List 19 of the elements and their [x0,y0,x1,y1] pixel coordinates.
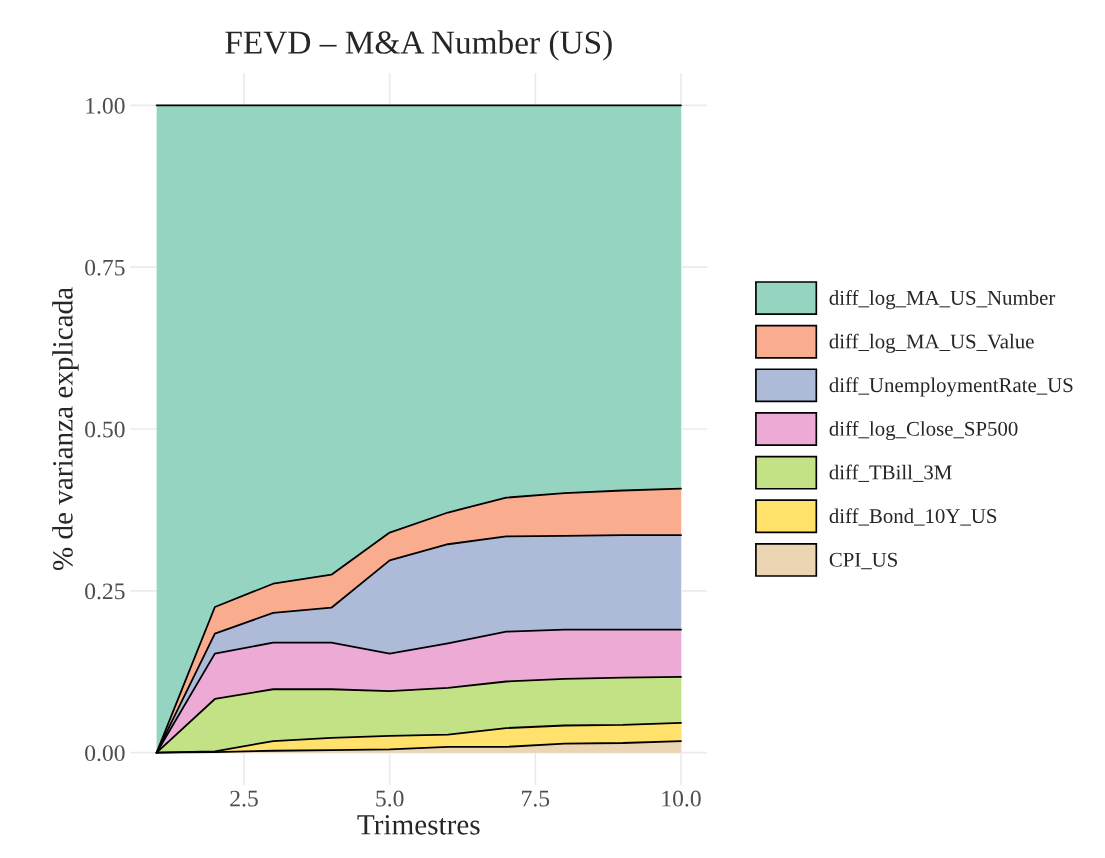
legend-label: CPI_US [829,552,897,570]
legend-label: diff_log_Close_SP500 [829,420,1018,441]
y-tick-label: 0.25 [85,583,125,600]
chart-title: FEVD – M&A Number (US) [225,30,612,61]
y-tick-label: 1.00 [86,97,125,114]
y-tick-label: 0.00 [85,745,125,762]
legend-label: diff_UnemploymentRate_US [829,377,1073,397]
y-axis-title: % de varianza explicada [52,287,79,571]
y-tick-label: 0.50 [85,421,125,438]
legend-label: diff_log_MA_US_Number [829,290,1056,310]
x-tick-label: 7.5 [522,790,550,807]
legend-label: diff_log_MA_US_Value [829,333,1034,353]
x-tick-label: 10.0 [662,790,701,807]
x-tick-label: 5.0 [376,790,404,807]
legend-label: diff_TBill_3M [829,464,952,482]
x-tick-label: 2.5 [230,790,258,807]
legend-label: diff_Bond_10Y_US [829,508,997,526]
x-axis-title: Trimestres [357,815,480,835]
y-tick-label: 0.75 [85,259,125,276]
